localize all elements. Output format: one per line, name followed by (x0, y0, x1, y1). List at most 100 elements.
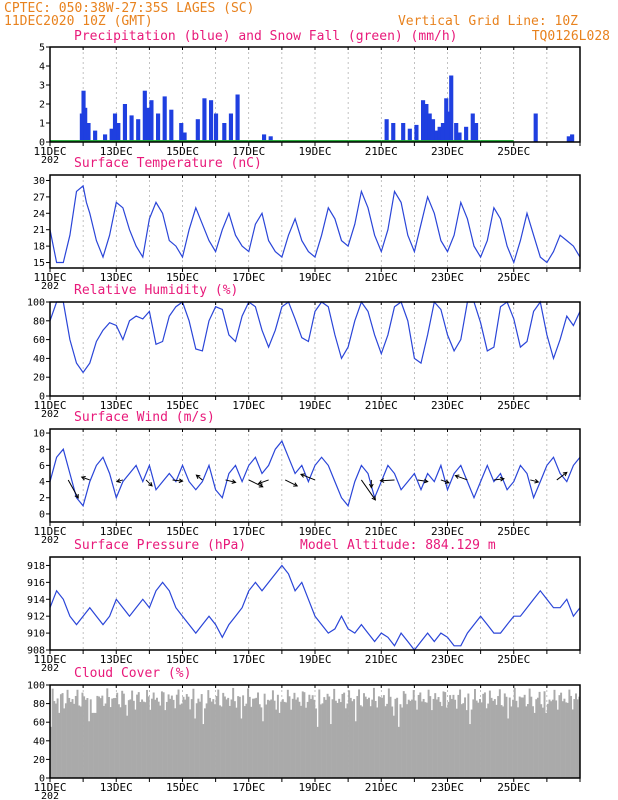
y-tick-label: 914 (27, 595, 45, 606)
cloud-bar (53, 701, 56, 778)
cloud-bar (356, 696, 359, 778)
wind-arrow (455, 475, 468, 481)
wind-arrow (284, 479, 298, 487)
cloud-bar (217, 689, 220, 778)
cloud-bar (402, 691, 405, 778)
cloud-bar (568, 689, 571, 778)
cloud-bar (306, 701, 309, 778)
cloud-bar (450, 698, 453, 778)
cloud-bar (247, 688, 250, 778)
cloud-bar (260, 707, 263, 778)
cloud-bar (305, 707, 308, 778)
wind-arrow (67, 479, 79, 499)
snow-bar (414, 140, 448, 143)
cloud-bar (185, 694, 188, 778)
cloud-bar (293, 692, 296, 778)
cloud-bar (540, 704, 543, 778)
cloud-bar (212, 699, 215, 778)
cloud-bar (535, 699, 538, 778)
cloud-bar (536, 697, 539, 778)
x-tick-label: 15DEC (166, 271, 199, 284)
cloud-bar (493, 699, 496, 778)
cloud-bar (96, 695, 99, 778)
cloud-bar (295, 699, 298, 778)
cloud-bar (351, 701, 354, 778)
y-tick-label: 2 (39, 100, 45, 111)
x-tick-label: 17DEC (232, 653, 265, 666)
cloud-bar (228, 705, 231, 778)
cloud-bar (353, 699, 356, 778)
cloud-bar (530, 696, 533, 778)
cloud-bar (91, 712, 94, 778)
cloud-bar (124, 704, 127, 778)
cloud-bar (435, 699, 438, 778)
cloud-bar (507, 718, 510, 778)
x-tick-label: 21DEC (365, 271, 398, 284)
x-year-stub: 202 (41, 791, 59, 800)
cloud-bar (422, 698, 425, 778)
cloud-bar (478, 699, 481, 778)
cloud-bar (531, 706, 534, 778)
cloud-bar (172, 699, 175, 778)
cloud-bar (167, 694, 170, 778)
wind-arrow-head (80, 476, 86, 481)
snow-bar (182, 140, 216, 143)
x-tick-label: 15DEC (166, 145, 199, 158)
y-tick-label: 80 (33, 699, 45, 710)
cloud-bar (180, 703, 183, 778)
y-tick-label: 912 (27, 612, 45, 623)
precip-bar (434, 130, 439, 142)
x-year-stub: 202 (41, 663, 59, 674)
precip-title: Precipitation (blue) and Snow Fall (gree… (74, 29, 458, 44)
y-tick-label: 2 (39, 493, 45, 504)
x-year-stub: 202 (41, 155, 59, 166)
cloud-bar (513, 687, 516, 778)
cloud-bar (364, 696, 367, 778)
cloud-bar (225, 699, 228, 778)
x-year-stub: 202 (41, 535, 59, 546)
precip-bar (457, 132, 462, 142)
x-tick-label: 11DEC (33, 525, 66, 538)
cloud-bar (407, 699, 410, 778)
cloud-bar (280, 701, 283, 778)
x-tick-label: 15DEC (166, 653, 199, 666)
cloud-bar (341, 693, 344, 778)
x-tick-label: 25DEC (497, 781, 530, 794)
cloud-bar (121, 690, 124, 778)
cloud-bar (555, 700, 558, 778)
cloud-bar (131, 690, 134, 778)
cloud-bar (50, 726, 52, 778)
cloud-bar (66, 689, 69, 778)
cloud-bar (119, 707, 122, 778)
cloud-bar (366, 699, 369, 778)
cloud-bar (517, 707, 520, 778)
x-tick-label: 25DEC (497, 653, 530, 666)
cloud-bar (165, 701, 168, 778)
cloud-bar (459, 689, 462, 778)
cloud-bar (399, 704, 402, 778)
cloud-bar (71, 699, 74, 778)
cloud-bar (288, 696, 291, 778)
cloud-bar (477, 702, 480, 778)
cloud-bar (527, 704, 529, 778)
snow-bar (447, 140, 481, 143)
cloud-bar (329, 724, 332, 778)
x-tick-label: 11DEC (33, 399, 66, 412)
wind-arrow-head (258, 483, 264, 488)
cloud-bar (157, 701, 160, 778)
x-tick-label: 13DEC (100, 525, 133, 538)
wind-arrow-head (444, 479, 450, 484)
cloud-bar (122, 693, 125, 778)
cloud-bar (533, 712, 536, 778)
wind-arrow (556, 471, 568, 481)
cloud-bar (109, 707, 112, 778)
cloud-bar (419, 692, 422, 778)
y-tick-label: 0 (39, 509, 45, 520)
x-tick-label: 19DEC (298, 525, 331, 538)
y-tick-label: 6 (39, 461, 45, 472)
x-tick-label: 21DEC (365, 525, 398, 538)
cloud-bar (310, 698, 312, 778)
y-tick-label: 15 (33, 258, 45, 269)
precip-bar (430, 119, 436, 142)
x-tick-label: 23DEC (431, 781, 464, 794)
